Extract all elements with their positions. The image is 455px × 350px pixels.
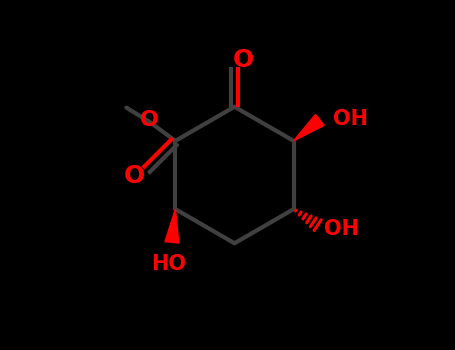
Text: O: O [124,164,145,188]
Text: O: O [233,48,254,72]
Polygon shape [165,209,179,243]
Text: O: O [140,110,159,130]
Polygon shape [293,114,324,141]
Text: HO: HO [152,253,187,274]
Text: OH: OH [324,219,359,239]
Text: OH: OH [333,109,368,129]
